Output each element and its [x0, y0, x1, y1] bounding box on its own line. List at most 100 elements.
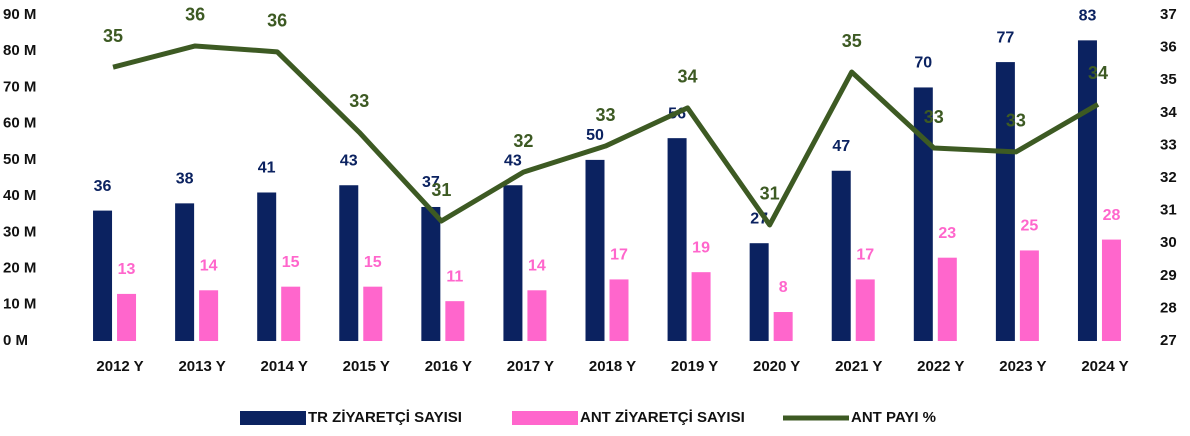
y2-tick-label: 33 — [1160, 136, 1177, 153]
data-label: 33 — [595, 105, 615, 125]
y-tick-label: 30 M — [3, 223, 36, 240]
bar — [667, 138, 687, 341]
data-label: 35 — [842, 31, 862, 51]
bar — [527, 290, 547, 341]
y-tick-label: 20 M — [3, 260, 36, 277]
bar — [1101, 239, 1121, 341]
bar — [421, 206, 441, 341]
y2-tick-label: 36 — [1160, 39, 1177, 56]
data-label: 33 — [924, 107, 944, 127]
data-label: 34 — [678, 67, 698, 87]
bar — [913, 87, 933, 341]
data-label: 11 — [446, 268, 463, 285]
data-label: 17 — [610, 247, 628, 264]
data-label: 19 — [692, 239, 710, 256]
y2-tick-label: 35 — [1160, 71, 1177, 88]
data-label: 13 — [118, 261, 136, 278]
y2-tick-label: 28 — [1160, 299, 1177, 316]
bar — [937, 257, 957, 341]
data-label: 43 — [340, 152, 358, 169]
data-label: 15 — [364, 254, 382, 271]
data-label: 14 — [528, 258, 546, 275]
bar — [281, 286, 301, 341]
y-tick-label: 10 M — [3, 296, 36, 313]
data-label: 8 — [779, 279, 788, 296]
y2-tick-label: 29 — [1160, 267, 1177, 284]
data-label: 23 — [938, 225, 956, 242]
data-label: 34 — [1088, 63, 1108, 83]
x-tick-label: 2022 Y — [917, 358, 964, 375]
data-label: 83 — [1079, 8, 1097, 25]
bar — [773, 312, 793, 341]
y-tick-label: 80 M — [3, 42, 36, 59]
data-label: 36 — [267, 11, 287, 31]
data-label: 50 — [586, 127, 604, 144]
legend-label: TR ZİYARETÇİ SAYISI — [308, 409, 462, 426]
x-tick-label: 2024 Y — [1081, 358, 1128, 375]
x-tick-label: 2016 Y — [425, 358, 472, 375]
data-label: 25 — [1020, 218, 1038, 235]
x-tick-label: 2012 Y — [96, 358, 143, 375]
data-label: 17 — [856, 247, 874, 264]
bar — [585, 159, 605, 341]
data-label: 41 — [258, 160, 276, 177]
bar — [175, 203, 195, 341]
y-tick-label: 0 M — [3, 332, 28, 349]
x-tick-label: 2014 Y — [261, 358, 308, 375]
y-tick-label: 40 M — [3, 187, 36, 204]
data-label: 15 — [282, 254, 300, 271]
data-label: 70 — [914, 55, 932, 72]
y2-tick-label: 32 — [1160, 169, 1177, 186]
bar — [1019, 250, 1039, 341]
y2-tick-label: 30 — [1160, 234, 1177, 251]
legend-swatch — [512, 411, 578, 425]
data-label: 38 — [176, 171, 194, 188]
data-label: 28 — [1103, 207, 1121, 224]
bar — [995, 62, 1015, 341]
y2-tick-label: 34 — [1160, 104, 1177, 121]
data-label: 36 — [185, 5, 205, 25]
y-tick-label: 50 M — [3, 151, 36, 168]
y2-tick-label: 27 — [1160, 332, 1177, 349]
bar — [363, 286, 383, 341]
bar — [855, 279, 875, 341]
y-tick-label: 60 M — [3, 115, 36, 132]
bar — [93, 210, 113, 341]
bar — [503, 185, 523, 341]
bar — [1077, 40, 1097, 341]
data-label: 43 — [504, 152, 522, 169]
bar — [831, 170, 851, 341]
line — [112, 43, 1100, 228]
x-tick-label: 2019 Y — [671, 358, 718, 375]
x-tick-label: 2017 Y — [507, 358, 554, 375]
data-label: 32 — [513, 131, 533, 151]
legend-label: ANT PAYI % — [851, 409, 936, 426]
data-label: 14 — [200, 258, 218, 275]
y-tick-label: 70 M — [3, 78, 36, 95]
y-tick-label: 90 M — [3, 6, 36, 23]
x-tick-label: 2021 Y — [835, 358, 882, 375]
legend-label: ANT ZİYARETÇİ SAYISI — [580, 409, 745, 426]
data-label: 47 — [832, 138, 850, 155]
x-tick-label: 2020 Y — [753, 358, 800, 375]
legend-swatch — [240, 411, 306, 425]
bar — [749, 243, 769, 341]
y2-tick-label: 31 — [1160, 202, 1177, 219]
data-label: 31 — [760, 184, 780, 204]
data-label: 36 — [94, 178, 112, 195]
x-tick-label: 2013 Y — [178, 358, 225, 375]
y2-tick-label: 37 — [1160, 6, 1177, 23]
data-label: 33 — [1006, 111, 1026, 131]
bar — [117, 293, 137, 341]
bar — [257, 192, 277, 341]
bar — [199, 290, 219, 341]
data-label: 35 — [103, 26, 123, 46]
data-label: 77 — [996, 29, 1014, 46]
bar — [691, 272, 711, 341]
bar — [445, 301, 465, 341]
x-tick-label: 2018 Y — [589, 358, 636, 375]
bar — [339, 185, 359, 341]
data-label: 33 — [349, 91, 369, 111]
data-label: 31 — [431, 180, 451, 200]
